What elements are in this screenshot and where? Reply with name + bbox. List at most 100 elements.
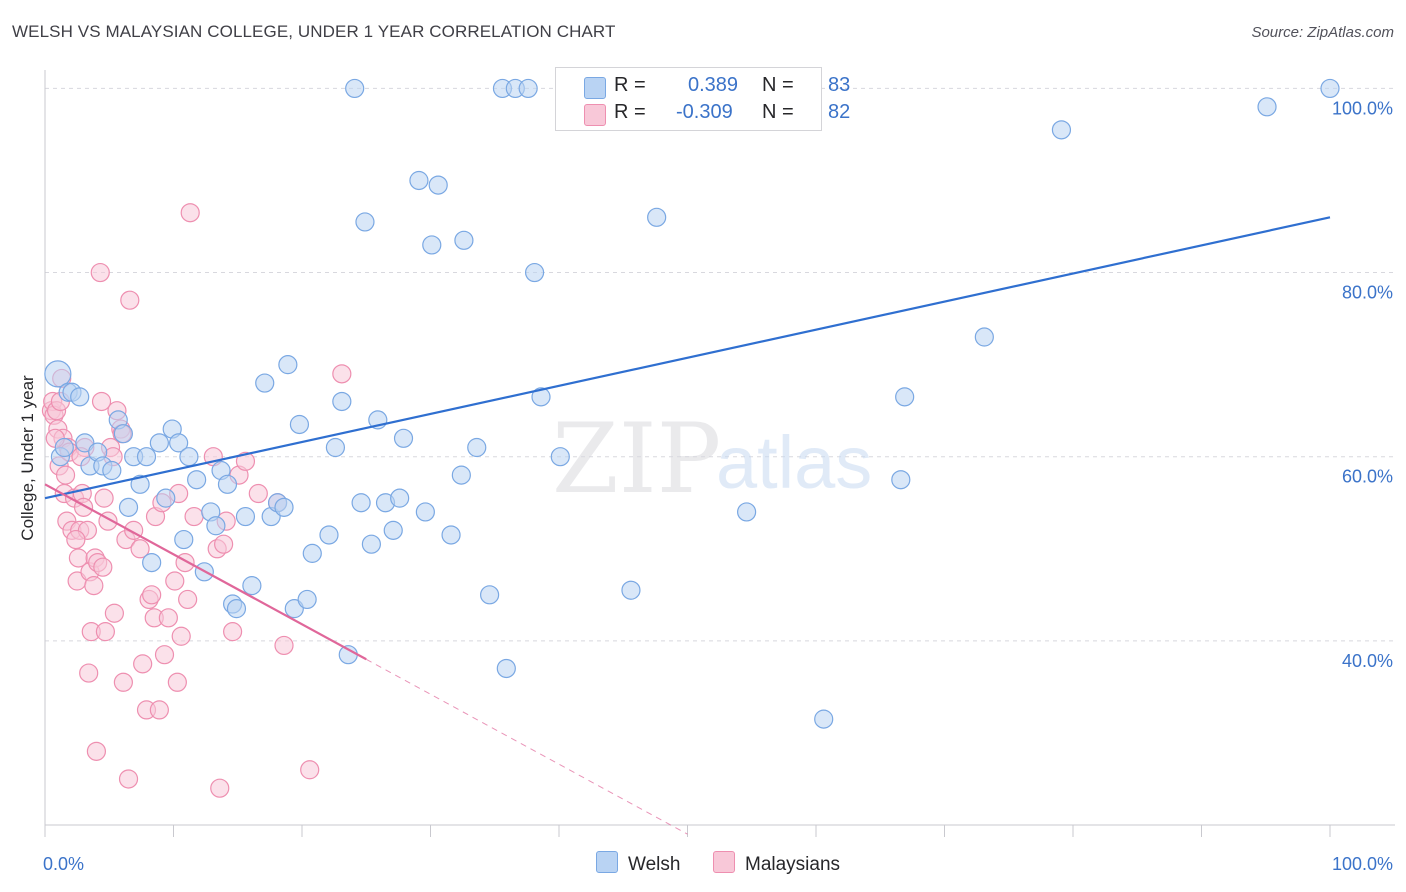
malaysians-point <box>165 571 185 591</box>
welsh-point <box>518 78 538 99</box>
welsh-point <box>226 599 247 619</box>
welsh-point <box>169 433 189 453</box>
bottom-welsh-label: Welsh <box>628 854 681 875</box>
malaysians-trendline <box>44 483 367 661</box>
watermark-atlas: atlas <box>716 421 872 504</box>
welsh-point <box>319 525 339 545</box>
welsh-point <box>737 502 757 522</box>
grid-lines <box>45 87 1395 642</box>
welsh-point <box>102 460 122 481</box>
y-tick-label: 40.0% <box>1342 651 1393 671</box>
malaysians-point <box>86 741 107 761</box>
welsh-point <box>393 428 414 448</box>
welsh-point <box>409 170 429 191</box>
malaysians-point <box>149 700 169 720</box>
malaysians-point <box>214 534 234 554</box>
welsh-point <box>174 529 194 550</box>
malaysians-point <box>66 529 86 550</box>
welsh-n-value: 83 <box>828 74 851 96</box>
welsh-point <box>550 447 570 467</box>
x-tick-label: 100.0% <box>1332 854 1393 874</box>
welsh-point <box>289 414 310 435</box>
malaysians-point <box>154 645 175 665</box>
malaysians-point <box>79 663 99 683</box>
malaysians-point <box>120 290 140 310</box>
malaysians-point <box>133 654 153 674</box>
watermark-zip: ZIP <box>552 403 721 515</box>
malaysians-n-label: N = <box>762 101 794 123</box>
malaysians-point <box>235 451 256 471</box>
malaysians-point <box>113 672 133 692</box>
welsh-point <box>274 497 294 517</box>
malaysians-point <box>55 465 76 485</box>
welsh-swatch <box>584 77 606 99</box>
welsh-point <box>206 516 226 536</box>
malaysians-point <box>180 203 200 223</box>
tick-labels: 40.0% 60.0% 80.0% 100.0% 0.0% 100.0% <box>43 98 1393 874</box>
welsh-point <box>383 520 403 540</box>
welsh-point <box>621 580 641 600</box>
bottom-welsh-swatch <box>596 851 618 873</box>
malaysians-point <box>91 391 112 412</box>
malaysians-point <box>167 672 187 692</box>
welsh-point <box>496 658 516 679</box>
malaysians-point <box>171 626 191 646</box>
welsh-point <box>480 585 500 605</box>
welsh-point <box>44 360 72 388</box>
x-tick-label: 0.0% <box>43 854 84 874</box>
malaysians-r-label: R = <box>614 101 646 123</box>
welsh-point <box>332 391 352 412</box>
welsh-point <box>1257 97 1277 117</box>
welsh-point <box>428 175 448 195</box>
welsh-point <box>297 589 317 610</box>
bottom-malaysians-swatch <box>713 851 735 873</box>
malaysians-swatch <box>584 104 606 126</box>
malaysians-point <box>95 622 115 642</box>
welsh-r-value: 0.389 <box>688 74 739 96</box>
welsh-point <box>118 497 139 517</box>
welsh-r-label: R = <box>614 74 646 96</box>
welsh-point <box>242 576 262 596</box>
welsh-point <box>179 447 199 467</box>
welsh-point <box>255 373 275 393</box>
malaysians-point <box>90 262 110 283</box>
welsh-point <box>441 525 461 545</box>
welsh-point <box>149 433 169 453</box>
welsh-point <box>345 78 365 99</box>
welsh-point <box>325 437 346 458</box>
welsh-point <box>415 502 435 522</box>
welsh-point <box>278 355 298 375</box>
y-tick-label: 100.0% <box>1332 98 1393 118</box>
welsh-point <box>531 387 551 407</box>
malaysians-point <box>93 557 113 577</box>
malaysians-point <box>184 506 204 527</box>
axes <box>44 70 1395 837</box>
welsh-point <box>422 235 442 255</box>
source-credit: Source: ZipAtlas.com <box>1251 24 1394 41</box>
welsh-point <box>54 437 74 458</box>
malaysians-point <box>104 603 124 623</box>
welsh-point <box>647 207 667 227</box>
malaysians-n-value: 82 <box>828 101 851 123</box>
malaysians-point <box>158 608 178 628</box>
malaysians-point <box>210 778 230 798</box>
malaysians-point <box>94 488 114 508</box>
malaysians-point <box>223 622 243 642</box>
welsh-point <box>454 230 474 250</box>
malaysians-point <box>142 585 162 605</box>
welsh-point <box>895 387 915 407</box>
welsh-point <box>974 327 994 347</box>
welsh-point <box>351 493 371 513</box>
malaysians-points <box>41 203 352 798</box>
bottom-malaysians-label: Malaysians <box>745 854 841 875</box>
welsh-point <box>814 709 834 729</box>
malaysians-point <box>300 760 320 780</box>
welsh-point <box>130 474 150 494</box>
malaysians-point <box>118 769 139 789</box>
y-tick-label: 60.0% <box>1342 467 1393 487</box>
trendlines <box>44 216 1331 835</box>
welsh-point <box>302 543 322 563</box>
welsh-point <box>70 387 90 407</box>
welsh-point <box>1320 78 1340 99</box>
